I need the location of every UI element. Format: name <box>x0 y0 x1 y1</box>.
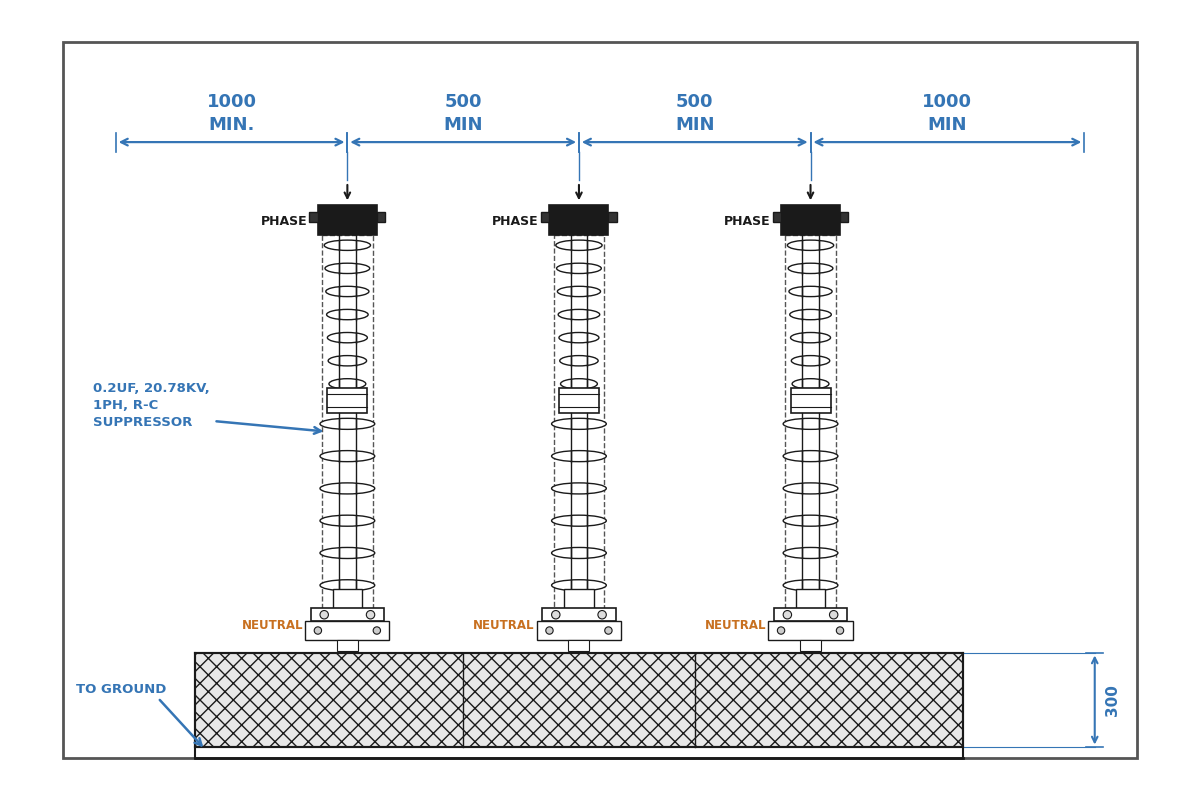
Bar <box>553 234 605 621</box>
Bar <box>541 211 550 222</box>
Bar <box>318 206 377 234</box>
Bar <box>305 621 390 640</box>
Ellipse shape <box>788 263 833 274</box>
Ellipse shape <box>320 515 374 526</box>
Ellipse shape <box>325 286 368 297</box>
Circle shape <box>778 627 785 634</box>
Ellipse shape <box>552 483 606 494</box>
Ellipse shape <box>784 418 838 430</box>
Bar <box>796 590 826 610</box>
Bar <box>564 590 594 610</box>
Ellipse shape <box>552 418 606 430</box>
Text: 500
MIN: 500 MIN <box>674 94 714 134</box>
Circle shape <box>605 627 612 634</box>
Bar <box>773 211 781 222</box>
Bar <box>542 609 616 621</box>
Bar <box>768 621 853 640</box>
Circle shape <box>784 610 792 619</box>
Ellipse shape <box>320 450 374 462</box>
Ellipse shape <box>552 515 606 526</box>
Ellipse shape <box>324 240 371 250</box>
Ellipse shape <box>559 333 599 343</box>
Bar <box>332 590 362 610</box>
Bar <box>310 211 318 222</box>
Ellipse shape <box>791 333 830 343</box>
Ellipse shape <box>556 240 602 250</box>
Ellipse shape <box>788 286 832 297</box>
Text: NEUTRAL: NEUTRAL <box>704 618 767 632</box>
Bar <box>536 621 622 640</box>
Bar <box>550 206 608 234</box>
Circle shape <box>552 610 560 619</box>
Bar <box>791 388 830 414</box>
Ellipse shape <box>560 378 598 389</box>
Ellipse shape <box>557 286 600 297</box>
Ellipse shape <box>784 547 838 558</box>
Circle shape <box>829 610 838 619</box>
Circle shape <box>836 627 844 634</box>
Ellipse shape <box>791 355 829 366</box>
Text: PHASE: PHASE <box>492 214 539 227</box>
Ellipse shape <box>552 450 606 462</box>
Ellipse shape <box>784 515 838 526</box>
Ellipse shape <box>326 310 368 320</box>
Ellipse shape <box>792 378 829 389</box>
Ellipse shape <box>790 310 832 320</box>
Bar <box>311 609 384 621</box>
Text: 300: 300 <box>1105 684 1121 716</box>
Circle shape <box>314 627 322 634</box>
Ellipse shape <box>320 418 374 430</box>
Ellipse shape <box>559 355 598 366</box>
Bar <box>800 640 821 650</box>
Bar <box>322 234 373 621</box>
Text: PHASE: PHASE <box>724 214 770 227</box>
Ellipse shape <box>328 355 366 366</box>
Ellipse shape <box>557 263 601 274</box>
Bar <box>785 234 835 621</box>
Bar <box>377 211 385 222</box>
Ellipse shape <box>325 263 370 274</box>
Circle shape <box>373 627 380 634</box>
Circle shape <box>320 610 329 619</box>
Bar <box>328 388 367 414</box>
Bar <box>840 211 848 222</box>
Text: 1000
MIN.: 1000 MIN. <box>206 94 257 134</box>
Ellipse shape <box>320 580 374 590</box>
Text: PHASE: PHASE <box>260 214 307 227</box>
Ellipse shape <box>787 240 834 250</box>
Ellipse shape <box>320 483 374 494</box>
Ellipse shape <box>558 310 600 320</box>
Text: NEUTRAL: NEUTRAL <box>473 618 535 632</box>
Circle shape <box>598 610 606 619</box>
Ellipse shape <box>328 333 367 343</box>
Bar <box>559 388 599 414</box>
Circle shape <box>546 627 553 634</box>
Bar <box>774 609 847 621</box>
Circle shape <box>366 610 374 619</box>
Bar <box>64 42 1136 758</box>
Text: 500
MIN: 500 MIN <box>444 94 482 134</box>
Bar <box>569 640 589 650</box>
Text: 0.2UF, 20.78KV,
1PH, R-C
SUPPRESSOR: 0.2UF, 20.78KV, 1PH, R-C SUPPRESSOR <box>92 382 209 429</box>
Ellipse shape <box>552 547 606 558</box>
Ellipse shape <box>320 547 374 558</box>
Text: TO GROUND: TO GROUND <box>76 683 166 696</box>
Bar <box>781 206 840 234</box>
Bar <box>337 640 358 650</box>
Ellipse shape <box>784 483 838 494</box>
Text: 1000
MIN: 1000 MIN <box>923 94 972 134</box>
Text: NEUTRAL: NEUTRAL <box>241 618 304 632</box>
Bar <box>608 211 617 222</box>
Ellipse shape <box>784 580 838 590</box>
Bar <box>194 653 964 747</box>
Ellipse shape <box>552 580 606 590</box>
Ellipse shape <box>329 378 366 389</box>
Ellipse shape <box>784 450 838 462</box>
